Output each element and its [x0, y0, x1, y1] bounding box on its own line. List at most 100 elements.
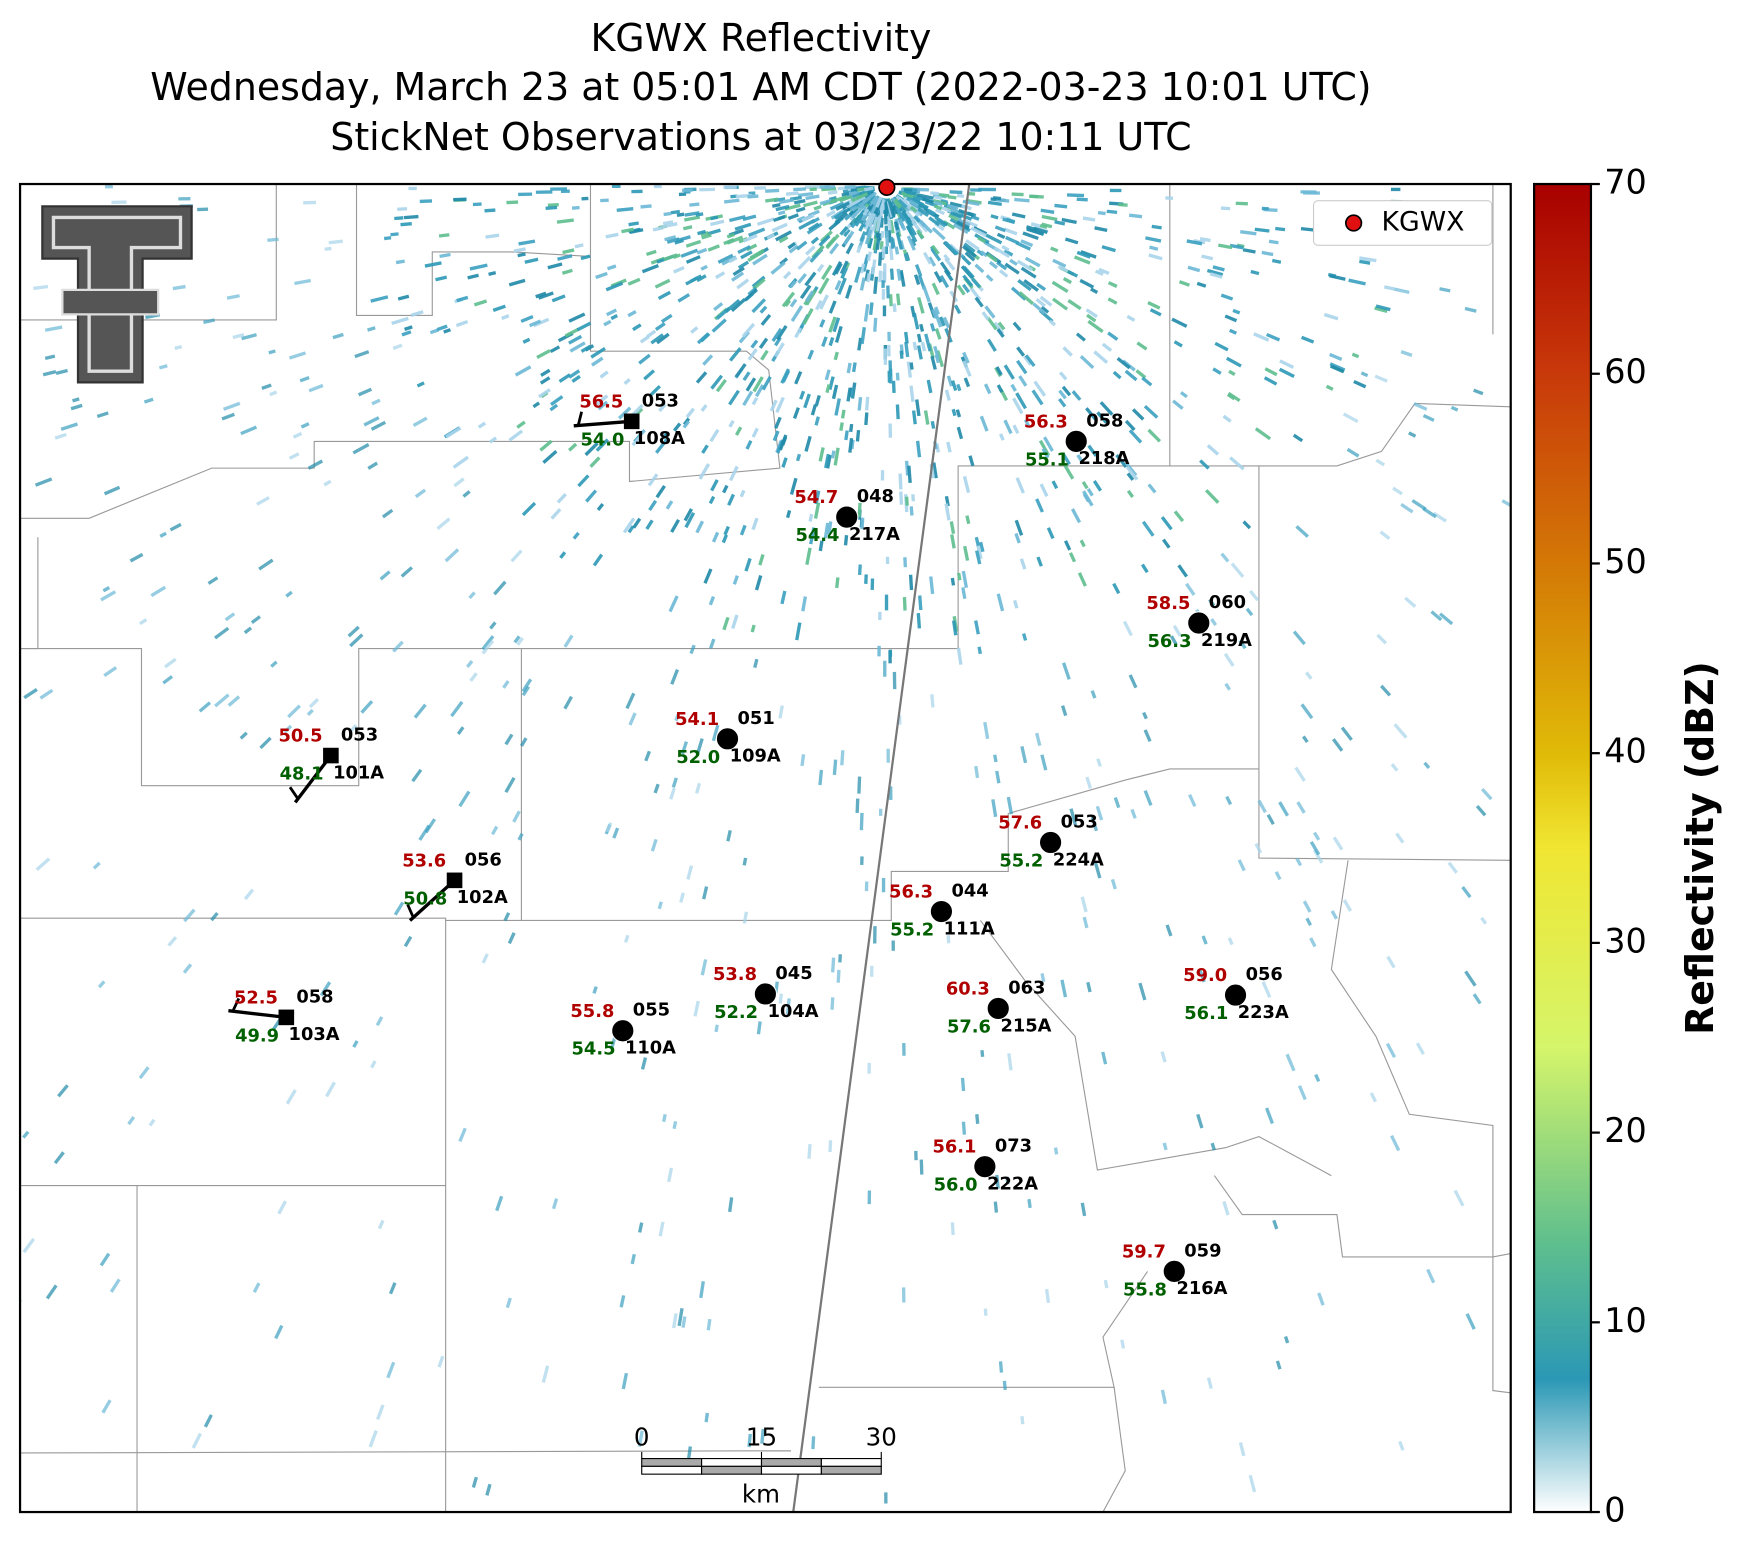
- echo: [597, 400, 609, 411]
- echo: [1275, 226, 1286, 232]
- echo: [1430, 610, 1443, 622]
- echo: [1011, 212, 1026, 219]
- echo: [1092, 480, 1103, 492]
- dewpoint: 50.8: [403, 888, 447, 909]
- echo: [996, 384, 1004, 393]
- echo: [1248, 1474, 1257, 1493]
- echo: [701, 444, 709, 454]
- echo: [929, 323, 936, 332]
- echo: [881, 288, 886, 300]
- echo: [696, 247, 708, 255]
- echo: [671, 777, 678, 788]
- echo: [1226, 356, 1242, 368]
- echo: [974, 263, 985, 274]
- echo: [1087, 319, 1104, 333]
- echo: [947, 195, 957, 200]
- echo: [401, 330, 412, 337]
- echo: [1278, 801, 1289, 817]
- echo: [956, 284, 966, 296]
- echo: [1067, 193, 1085, 198]
- echo: [577, 474, 590, 488]
- echo: [1169, 635, 1178, 646]
- echo: [908, 574, 914, 591]
- echo: [1278, 367, 1295, 379]
- echo: [953, 304, 962, 315]
- echo: [819, 294, 829, 310]
- echo: [1461, 886, 1472, 899]
- echo: [35, 857, 51, 872]
- echo: [1340, 726, 1353, 741]
- pressure: 056: [465, 849, 502, 870]
- echo: [274, 1324, 284, 1340]
- echo: [1090, 287, 1099, 294]
- dewpoint: 56.3: [1148, 631, 1192, 652]
- echo: [1050, 246, 1059, 253]
- echo: [1238, 1442, 1246, 1457]
- echo: [1012, 424, 1020, 435]
- echo: [713, 302, 724, 312]
- echo: [1058, 397, 1067, 408]
- echo: [909, 217, 923, 235]
- echo: [841, 191, 850, 197]
- echo: [919, 323, 925, 332]
- echo: [801, 213, 815, 222]
- colorbar-tick-label: 50: [1604, 542, 1647, 581]
- echo: [1210, 1142, 1216, 1151]
- echo: [1464, 306, 1477, 313]
- echo: [452, 455, 469, 469]
- echo: [605, 308, 618, 317]
- echo: [1432, 511, 1447, 523]
- echo: [983, 383, 992, 395]
- echo: [100, 590, 117, 602]
- echo: [855, 429, 861, 442]
- title: Wednesday, March 23 at 05:01 AM CDT (202…: [150, 65, 1371, 109]
- echo: [285, 1089, 297, 1105]
- echo: [734, 222, 752, 231]
- echo: [871, 216, 879, 232]
- echo: [654, 322, 666, 331]
- echo: [1254, 842, 1263, 854]
- echo: [1085, 407, 1098, 421]
- echo: [775, 204, 790, 212]
- echo: [563, 695, 573, 710]
- station-marker: [1038, 830, 1063, 855]
- echo: [267, 237, 279, 242]
- echo: [628, 712, 637, 726]
- echo: [950, 577, 956, 586]
- echo: [605, 281, 624, 292]
- echo: [895, 231, 904, 250]
- echo: [742, 233, 758, 243]
- echo: [443, 328, 452, 334]
- echo: [489, 621, 497, 630]
- echo: [677, 1308, 684, 1327]
- echo: [1245, 607, 1254, 617]
- echo: [352, 443, 370, 455]
- echo: [1014, 532, 1021, 544]
- echo: [843, 228, 851, 238]
- echo: [308, 697, 320, 709]
- echo: [996, 328, 1005, 338]
- echo: [774, 416, 782, 429]
- echo: [1279, 359, 1295, 369]
- echo: [1016, 259, 1034, 272]
- echo: [660, 313, 673, 324]
- echo: [1300, 226, 1316, 232]
- station-marker: [929, 899, 954, 924]
- echo: [914, 1150, 918, 1161]
- station-marker: [973, 1154, 997, 1179]
- echo: [789, 477, 798, 495]
- echo: [1439, 287, 1451, 293]
- echo: [1173, 340, 1183, 348]
- echo: [391, 316, 409, 326]
- echo: [504, 733, 514, 746]
- echo: [429, 328, 439, 335]
- echo: [1061, 662, 1071, 680]
- echo: [1313, 849, 1324, 864]
- echo: [963, 545, 970, 561]
- echo: [549, 403, 559, 412]
- echo: [1098, 267, 1110, 275]
- echo: [1061, 385, 1072, 397]
- echo: [1016, 359, 1028, 375]
- echo: [944, 240, 959, 256]
- echo: [781, 370, 791, 383]
